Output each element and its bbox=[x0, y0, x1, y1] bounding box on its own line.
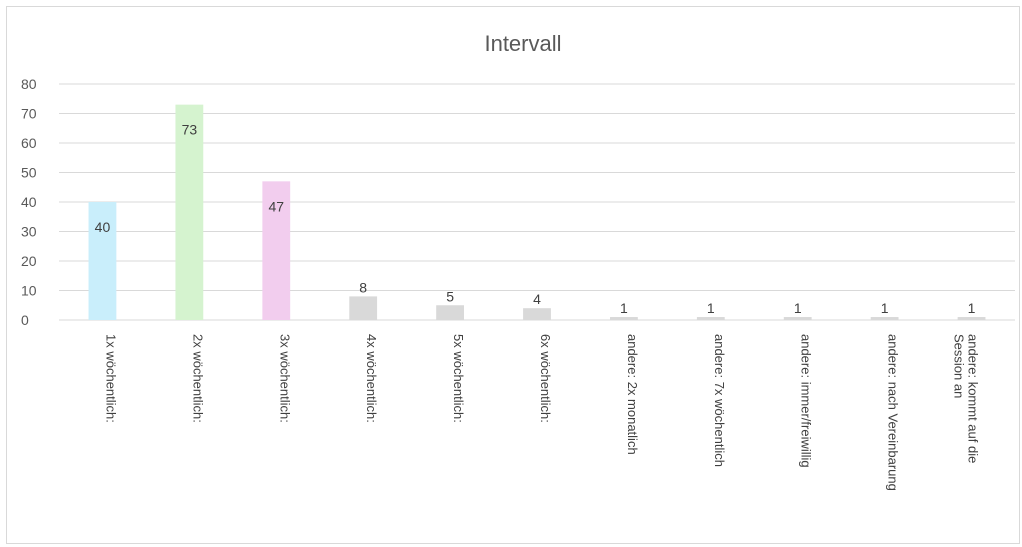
y-axis-tick-labels: 0 10 20 30 40 50 60 70 80 bbox=[21, 76, 37, 328]
category-label: andere: 7x wöchentlich bbox=[712, 334, 727, 467]
bar bbox=[175, 104, 204, 321]
data-label: 8 bbox=[359, 279, 367, 295]
data-label: 1 bbox=[620, 300, 628, 316]
y-tick-label: 50 bbox=[21, 165, 37, 181]
category-label: andere: 2x monatlich bbox=[625, 334, 640, 455]
data-labels: 40 73 47 8 5 4 1 1 1 1 1 bbox=[95, 122, 976, 316]
data-label: 40 bbox=[95, 219, 111, 235]
data-label: 47 bbox=[268, 198, 284, 214]
category-label: andere: kommt auf die bbox=[966, 334, 981, 463]
data-label: 73 bbox=[182, 122, 198, 138]
bar bbox=[783, 317, 812, 320]
bar bbox=[696, 317, 725, 320]
category-label: 4x wöchentlich: bbox=[364, 334, 379, 423]
category-label: 3x wöchentlich: bbox=[277, 334, 292, 423]
category-labels: 1x wöchentlich: 2x wöchentlich: 3x wöchent… bbox=[103, 334, 980, 491]
gridlines bbox=[59, 83, 1015, 321]
chart-frame: Intervall 0 10 20 30 40 50 60 70 80 40 73 47 8 5 4 1 1 1… bbox=[6, 6, 1020, 544]
category-label: andere: nach Vereinbarung bbox=[886, 334, 901, 491]
bar bbox=[88, 202, 117, 320]
y-tick-label: 40 bbox=[21, 194, 37, 210]
bar bbox=[349, 296, 378, 320]
data-label: 1 bbox=[707, 300, 715, 316]
y-tick-label: 0 bbox=[21, 312, 29, 328]
category-label: 1x wöchentlich: bbox=[103, 334, 118, 423]
category-label: andere: immer/freiwillig bbox=[799, 334, 814, 468]
data-label: 5 bbox=[446, 288, 454, 304]
bar bbox=[436, 305, 464, 320]
y-tick-label: 70 bbox=[21, 106, 37, 122]
y-tick-label: 10 bbox=[21, 283, 37, 299]
category-label: Session an bbox=[952, 334, 967, 398]
chart-title: Intervall bbox=[484, 31, 561, 56]
category-label: 2x wöchentlich: bbox=[190, 334, 205, 423]
y-tick-label: 80 bbox=[21, 76, 37, 92]
bar bbox=[870, 317, 899, 320]
bar bbox=[523, 308, 551, 320]
data-label: 1 bbox=[968, 300, 976, 316]
data-label: 4 bbox=[533, 291, 541, 307]
bar bbox=[610, 317, 638, 320]
data-label: 1 bbox=[794, 300, 802, 316]
category-label: 6x wöchentlich: bbox=[538, 334, 553, 423]
y-tick-label: 60 bbox=[21, 135, 37, 151]
bar bbox=[957, 317, 986, 320]
y-tick-label: 20 bbox=[21, 253, 37, 269]
bar bbox=[262, 181, 291, 320]
y-tick-label: 30 bbox=[21, 224, 37, 240]
bars bbox=[88, 104, 986, 321]
category-label: 5x wöchentlich: bbox=[451, 334, 466, 423]
bar-chart: Intervall 0 10 20 30 40 50 60 70 80 40 73 47 8 5 4 1 1 1… bbox=[21, 31, 1015, 491]
data-label: 1 bbox=[881, 300, 889, 316]
